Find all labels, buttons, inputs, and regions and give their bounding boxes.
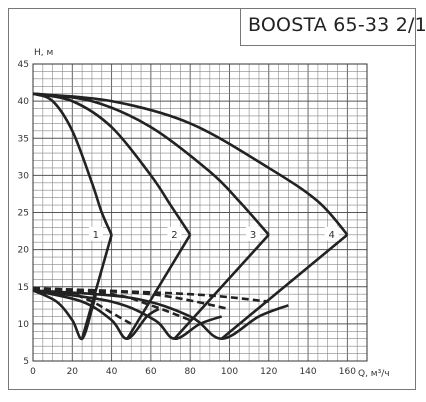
- y-tick-label: 35: [18, 134, 29, 144]
- system-curve-1: [80, 234, 113, 340]
- y-tick-label: 5: [23, 357, 29, 367]
- grid: [32, 63, 368, 362]
- chart-title: BOOSTA 65-33 2/1A: [248, 14, 426, 36]
- curve-label: 4: [328, 230, 334, 241]
- y-tick-label: 10: [18, 320, 30, 330]
- x-tick-label: 60: [145, 367, 157, 377]
- system-curve-3: [173, 233, 270, 340]
- y-tick-label: 30: [18, 171, 30, 181]
- x-tick-label: 0: [30, 367, 36, 377]
- y-tick-label: 40: [18, 97, 30, 107]
- y-tick-label: 45: [18, 60, 29, 70]
- curve-label: 2: [171, 230, 177, 241]
- curve-label: 1: [93, 230, 99, 241]
- dashed-curve-4: [32, 286, 269, 303]
- head-curve-3: [32, 92, 270, 236]
- x-tick-label: 160: [339, 367, 356, 377]
- x-tick-label: 140: [299, 367, 316, 377]
- title-box: [240, 8, 416, 46]
- head-curve-1: [32, 92, 113, 236]
- power-curve-4: [32, 289, 289, 341]
- curve-label-bg: [167, 226, 182, 241]
- tick-labels: 0 20 40 60 80 100 120 140 160 5 10 15 20 25 30 35 40 45: [18, 60, 357, 377]
- curve-label: 3: [250, 230, 256, 241]
- x-tick-label: 20: [67, 367, 79, 377]
- head-curve-2: [32, 92, 192, 236]
- y-tick-label: 20: [18, 246, 30, 256]
- chart-frame: [8, 8, 416, 390]
- x-tick-label: 40: [106, 367, 118, 377]
- curve-label-bg: [246, 226, 261, 241]
- curve-label-bg: [324, 226, 339, 241]
- x-tick-label: 100: [221, 367, 238, 377]
- dashed-curve-1: [32, 286, 132, 326]
- y-axis-label: H, м: [34, 48, 53, 58]
- y-tick-label: 25: [18, 209, 29, 219]
- curve-labels: 1 2 3 4: [88, 226, 339, 241]
- x-tick-label: 80: [184, 367, 196, 377]
- curve-label-bg: [88, 226, 103, 241]
- system-curve-4: [220, 233, 349, 340]
- plot-border: [32, 63, 368, 362]
- system-curve-2: [126, 234, 192, 340]
- x-tick-label: 120: [260, 367, 277, 377]
- head-curve-4: [32, 92, 349, 236]
- x-axis-label: Q, м³/ч: [358, 369, 390, 379]
- curves: [32, 92, 349, 341]
- y-tick-label: 15: [18, 283, 29, 293]
